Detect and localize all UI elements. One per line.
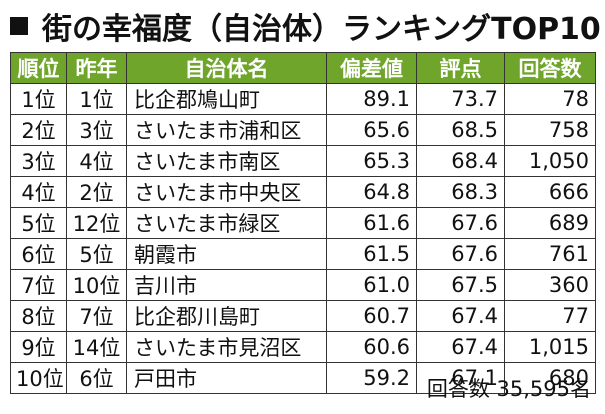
deviation-cell: 61.0	[326, 269, 417, 301]
score-cell: 68.5	[416, 114, 505, 146]
last-year-cell: 12位	[66, 207, 127, 239]
table-row: 9位 14位 さいたま市見沼区 60.6 67.4 1,015	[10, 331, 596, 363]
last-year-cell: 6位	[66, 362, 127, 394]
score-cell: 73.7	[416, 83, 505, 115]
last-year-cell: 7位	[66, 300, 127, 332]
deviation-cell: 89.1	[326, 83, 417, 115]
rank-cell: 8位	[10, 300, 67, 332]
responses-cell: 77	[504, 300, 596, 332]
responses-cell: 689	[504, 207, 596, 239]
table-row: 7位 10位 吉川市 61.0 67.5 360	[10, 269, 596, 301]
rank-cell: 7位	[10, 269, 67, 301]
last-year-cell: 5位	[66, 238, 127, 270]
municipality-cell: 吉川市	[126, 269, 327, 301]
rank-cell: 6位	[10, 238, 67, 270]
header-municipality: 自治体名	[126, 52, 327, 84]
deviation-cell: 65.6	[326, 114, 417, 146]
header-row: 順位 昨年 自治体名 偏差値 評点 回答数	[10, 52, 596, 84]
score-cell: 68.4	[416, 145, 505, 177]
deviation-cell: 61.5	[326, 238, 417, 270]
rank-cell: 5位	[10, 207, 67, 239]
last-year-cell: 3位	[66, 114, 127, 146]
score-cell: 67.6	[416, 207, 505, 239]
score-cell: 67.4	[416, 300, 505, 332]
ranking-table: 順位 昨年 自治体名 偏差値 評点 回答数 1位 1位 比企郡鳩山町 89.1 73.7…	[10, 52, 596, 394]
responses-cell: 761	[504, 238, 596, 270]
last-year-cell: 14位	[66, 331, 127, 363]
score-cell: 67.5	[416, 269, 505, 301]
municipality-cell: さいたま市緑区	[126, 207, 327, 239]
municipality-cell: 比企郡鳩山町	[126, 83, 327, 115]
municipality-cell: 比企郡川島町	[126, 300, 327, 332]
responses-cell: 78	[504, 83, 596, 115]
last-year-cell: 2位	[66, 176, 127, 208]
rank-cell: 1位	[10, 83, 67, 115]
table-row: 5位 12位 さいたま市緑区 61.6 67.6 689	[10, 207, 596, 239]
responses-cell: 1,015	[504, 331, 596, 363]
rank-cell: 3位	[10, 145, 67, 177]
score-cell: 67.4	[416, 331, 505, 363]
header-deviation: 偏差値	[326, 52, 417, 84]
title-text: 街の幸福度（自治体）ランキングTOP10	[42, 12, 601, 47]
last-year-cell: 4位	[66, 145, 127, 177]
rank-cell: 2位	[10, 114, 67, 146]
last-year-cell: 1位	[66, 83, 127, 115]
table-row: 2位 3位 さいたま市浦和区 65.6 68.5 758	[10, 114, 596, 146]
header-last-year: 昨年	[66, 52, 127, 84]
table-row: 4位 2位 さいたま市中央区 64.8 68.3 666	[10, 176, 596, 208]
responses-cell: 1,050	[504, 145, 596, 177]
header-score: 評点	[416, 52, 505, 84]
deviation-cell: 61.6	[326, 207, 417, 239]
municipality-cell: さいたま市南区	[126, 145, 327, 177]
total-responses-note: 回答数 35,595名	[426, 377, 591, 401]
score-cell: 67.6	[416, 238, 505, 270]
table-row: 6位 5位 朝霞市 61.5 67.6 761	[10, 238, 596, 270]
table-row: 3位 4位 さいたま市南区 65.3 68.4 1,050	[10, 145, 596, 177]
table-row: 10位 6位 戸田市 59.2 67.1 680	[10, 362, 596, 394]
municipality-cell: さいたま市浦和区	[126, 114, 327, 146]
rank-cell: 10位	[10, 362, 67, 394]
municipality-cell: 戸田市	[126, 362, 327, 394]
table-row: 8位 7位 比企郡川島町 60.7 67.4 77	[10, 300, 596, 332]
responses-cell: 758	[504, 114, 596, 146]
rank-cell: 4位	[10, 176, 67, 208]
score-cell: 67.1	[416, 362, 505, 394]
score-cell: 68.3	[416, 176, 505, 208]
rank-cell: 9位	[10, 331, 67, 363]
responses-cell: 666	[504, 176, 596, 208]
deviation-cell: 60.6	[326, 331, 417, 363]
deviation-cell: 59.2	[326, 362, 417, 394]
deviation-cell: 60.7	[326, 300, 417, 332]
municipality-cell: さいたま市見沼区	[126, 331, 327, 363]
last-year-cell: 10位	[66, 269, 127, 301]
deviation-cell: 65.3	[326, 145, 417, 177]
municipality-cell: さいたま市中央区	[126, 176, 327, 208]
table-row: 1位 1位 比企郡鳩山町 89.1 73.7 78	[10, 83, 596, 115]
page-title: 街の幸福度（自治体）ランキングTOP10	[8, 4, 601, 48]
municipality-cell: 朝霞市	[126, 238, 327, 270]
header-rank: 順位	[10, 52, 67, 84]
responses-cell: 360	[504, 269, 596, 301]
deviation-cell: 64.8	[326, 176, 417, 208]
square-bullet-icon	[10, 17, 28, 35]
responses-cell: 680	[504, 362, 596, 394]
header-responses: 回答数	[504, 52, 596, 84]
